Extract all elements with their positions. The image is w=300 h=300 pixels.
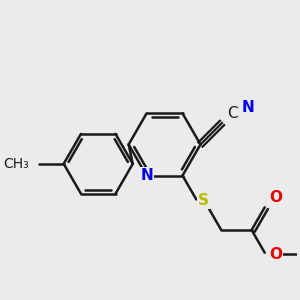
Text: S: S	[198, 194, 209, 208]
Text: N: N	[241, 100, 254, 115]
Text: O: O	[270, 190, 283, 205]
Text: O: O	[270, 247, 283, 262]
Text: CH₃: CH₃	[3, 157, 29, 171]
Text: C: C	[227, 106, 238, 121]
Text: N: N	[140, 168, 153, 183]
